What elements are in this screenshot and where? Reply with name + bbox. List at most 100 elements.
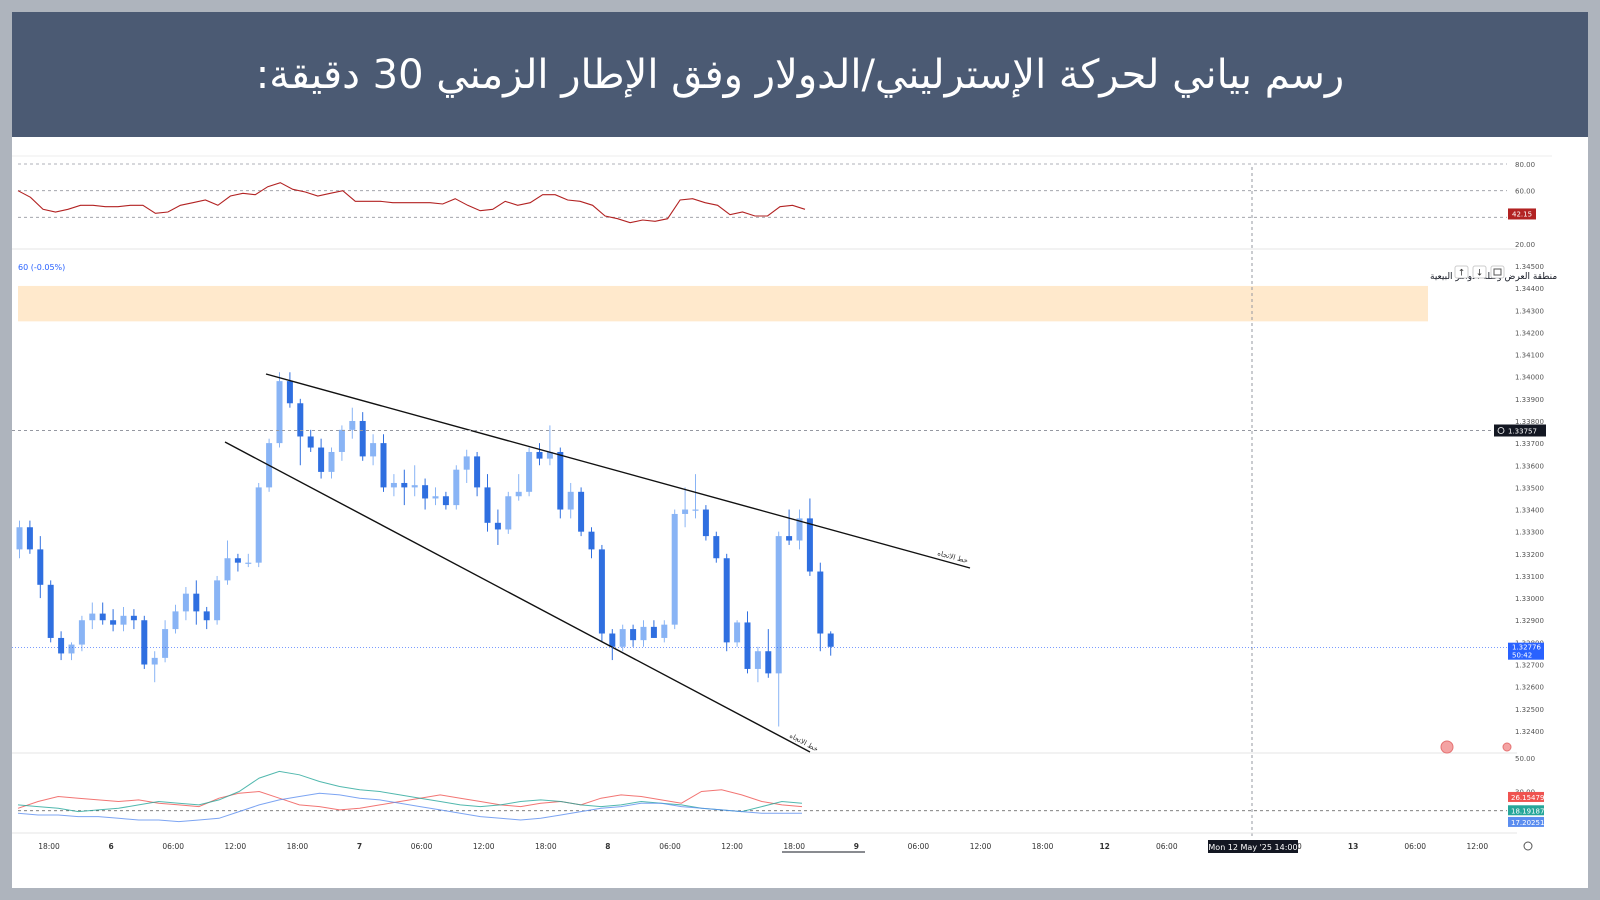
slide-header: رسم بياني لحركة الإسترليني/الدولار وفق ا… (12, 12, 1588, 137)
candle-body (37, 549, 44, 585)
crosshair-price-label: 1.33757 (1508, 427, 1537, 435)
price-tick-label: 1.34000 (1515, 374, 1544, 382)
earnings-marker-icon[interactable] (1440, 740, 1454, 754)
candle-body (338, 429, 345, 452)
candle-body (58, 637, 65, 654)
candle-body (734, 622, 741, 643)
maximize-pane-button[interactable] (1490, 265, 1505, 279)
rsi-tick-label: 20.00 (1515, 241, 1535, 249)
candle-body (702, 509, 709, 537)
candles (16, 372, 834, 727)
adx-line (17, 792, 802, 823)
candle-body (786, 536, 793, 541)
rsi-tick-label: 80.00 (1515, 161, 1535, 169)
candle-body (713, 536, 720, 559)
arrow-up-icon: ↑ (1458, 269, 1466, 279)
rsi-pane: 80.00 60.00 20.00 42.15 (17, 161, 1536, 249)
price-tick-label: 1.32900 (1515, 617, 1544, 625)
candle-body (484, 487, 491, 523)
candle-body (650, 626, 657, 638)
candle-body (151, 657, 158, 665)
price-tick-label: 1.34500 (1515, 263, 1544, 271)
maximize-icon (1493, 268, 1502, 276)
candle-body (754, 651, 761, 669)
candle-body (172, 611, 179, 630)
rsi-value-label: 42.15 (1512, 210, 1532, 218)
candle-body (682, 509, 689, 514)
dmi-value-box (1508, 791, 1544, 802)
candle-body (286, 381, 293, 404)
time-tick-label: 12:00 (970, 842, 992, 851)
time-tick-label: 18:00 (783, 842, 805, 851)
candle-body (817, 571, 824, 634)
rsi-tick-label: 60.00 (1515, 188, 1535, 196)
price-tick-label: 1.32700 (1515, 662, 1544, 670)
candle-body (827, 633, 834, 647)
last-price-countdown: 50:42 (1512, 652, 1532, 660)
time-tick-label: 18:00 (535, 842, 557, 851)
arrow-down-icon: ↓ (1476, 269, 1484, 279)
candle-body (640, 626, 647, 641)
symbol-change-label: 60 (-0.05%) (18, 263, 65, 272)
upper-trendline[interactable] (265, 373, 971, 569)
candle-body (245, 562, 252, 564)
candle-body (349, 420, 356, 430)
price-tick-label: 1.33700 (1515, 440, 1544, 448)
dmi-value-box (1508, 805, 1544, 816)
time-tick-label: 06:00 (1404, 842, 1426, 851)
time-tick-label: 6 (108, 842, 113, 851)
crosshair-price-box (1494, 424, 1546, 437)
candle-body (567, 491, 574, 510)
candle-body (526, 451, 533, 492)
rsi-line (17, 182, 806, 224)
candle-body (494, 522, 501, 530)
lower-trendline[interactable] (224, 441, 811, 753)
plus-di-line (17, 789, 803, 811)
candle-body (588, 531, 595, 550)
time-tick-label: 18:00 (287, 842, 309, 851)
dmi-value-label: 26.15479 (1511, 794, 1544, 802)
candle-body (78, 620, 85, 645)
price-tick-label: 1.32500 (1515, 706, 1544, 714)
time-tick-label: 9 (854, 842, 859, 851)
price-tick-label: 1.33000 (1515, 595, 1544, 603)
candle-body (203, 611, 210, 621)
dmi-tick-label: 50.00 (1515, 755, 1535, 763)
candle-body (47, 584, 54, 638)
time-tick-label: 06:00 (1156, 842, 1178, 851)
supply-zone[interactable] (18, 285, 1428, 322)
candle-body (630, 629, 637, 641)
candle-body (99, 613, 106, 621)
price-tick-label: 1.33500 (1515, 484, 1544, 492)
candle-body (463, 456, 470, 470)
price-tick-label: 1.32400 (1515, 728, 1544, 736)
candle-body (141, 620, 148, 665)
candle-body (432, 496, 439, 499)
candle-body (806, 518, 813, 572)
candle-body (609, 633, 616, 647)
time-tick-label: 13 (1348, 842, 1358, 851)
settings-gear-icon[interactable] (1523, 841, 1533, 851)
candle-body (234, 558, 241, 563)
candle-body (422, 485, 429, 499)
price-tick-label: 1.33900 (1515, 396, 1544, 404)
event-marker-icon[interactable] (1502, 742, 1512, 752)
candle-body (120, 615, 127, 625)
candle-body (515, 491, 522, 497)
time-tick-label: 06:00 (908, 842, 930, 851)
move-down-button[interactable] (1472, 265, 1487, 279)
candle-body (536, 451, 543, 459)
slide-frame: رسم بياني لحركة الإسترليني/الدولار وفق ا… (12, 12, 1588, 888)
candle-body (182, 593, 189, 612)
price-axis[interactable]: 1.34500 1.34400 1.34300 1.34200 1.34100 1.340… (1494, 263, 1546, 736)
move-up-button[interactable] (1454, 265, 1469, 279)
price-tick-label: 1.34400 (1515, 285, 1544, 293)
dmi-value-box (1508, 816, 1544, 827)
candle-body (307, 436, 314, 448)
candle-body (26, 527, 33, 550)
crosshair-time-label: Mon 12 May '25 14:00 (1208, 843, 1297, 852)
candle-body (370, 443, 377, 457)
candle-body (578, 491, 585, 532)
candle-body (796, 518, 803, 541)
